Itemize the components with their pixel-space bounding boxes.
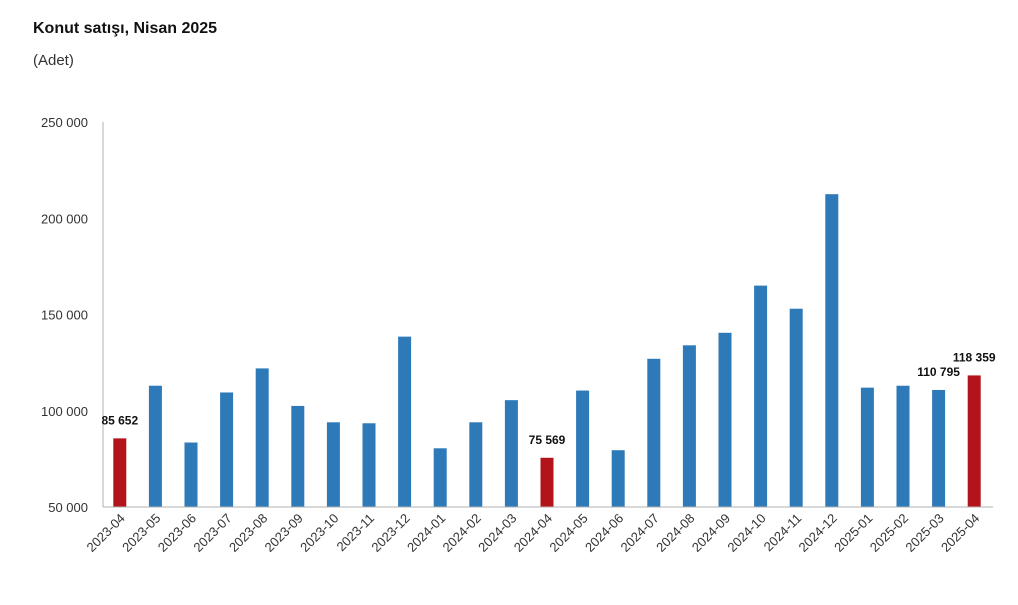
- x-axis: 2023-042023-052023-062023-072023-082023-…: [84, 506, 993, 555]
- x-tick-label: 2024-10: [724, 511, 768, 555]
- bar-2025-04: [967, 375, 981, 507]
- bar-2023-06: [184, 442, 198, 507]
- bar-2025-01: [860, 387, 874, 507]
- data-label-2024-04: 75 569: [529, 433, 566, 447]
- y-tick-label: 100 000: [41, 404, 88, 419]
- x-tick-label: 2025-02: [867, 511, 911, 555]
- bar-2024-12: [825, 194, 839, 507]
- bar-2024-07: [647, 358, 661, 507]
- bar-2024-04: [540, 457, 554, 507]
- x-tick-label: 2023-12: [368, 511, 412, 555]
- bar-2024-05: [576, 390, 590, 507]
- x-tick-label: 2024-02: [440, 511, 484, 555]
- x-tick-label: 2023-05: [119, 511, 163, 555]
- x-tick-label: 2023-06: [155, 511, 199, 555]
- y-tick-label: 200 000: [41, 211, 88, 226]
- bar-2023-08: [255, 368, 269, 507]
- y-tick-label: 250 000: [41, 115, 88, 130]
- bar-2024-08: [682, 345, 696, 507]
- bar-2023-10: [326, 422, 340, 507]
- bar-2024-09: [718, 332, 732, 507]
- y-axis: 50 000 100 000 150 000 200 000 250 000: [41, 115, 104, 515]
- x-tick-label: 2024-01: [404, 511, 448, 555]
- bar-2024-11: [789, 308, 803, 507]
- bar-2024-01: [433, 448, 447, 507]
- x-tick-label: 2024-12: [796, 511, 840, 555]
- data-label-2025-03: 110 795: [917, 365, 960, 379]
- chart-subtitle: (Adet): [33, 52, 74, 69]
- bar-2024-03: [504, 400, 518, 507]
- x-tick-label: 2024-05: [546, 511, 590, 555]
- x-tick-label: 2025-03: [902, 511, 946, 555]
- x-tick-label: 2023-10: [297, 511, 341, 555]
- bar-2025-02: [896, 385, 910, 507]
- x-tick-label: 2023-04: [84, 511, 128, 555]
- x-tick-label: 2023-09: [262, 511, 306, 555]
- data-label-2023-04: 85 652: [101, 413, 138, 427]
- y-tick-label: 50 000: [48, 500, 88, 515]
- bar-2024-02: [469, 422, 483, 507]
- x-tick-label: 2024-09: [689, 511, 733, 555]
- bar-2023-11: [362, 423, 376, 507]
- bar-2023-04: [113, 438, 127, 507]
- x-tick-label: 2025-01: [831, 511, 875, 555]
- data-label-2025-04: 118 359: [953, 350, 996, 364]
- x-tick-label: 2023-08: [226, 511, 270, 555]
- bar-2023-12: [398, 336, 412, 507]
- bar-2023-07: [220, 392, 234, 507]
- bar-2024-10: [754, 285, 768, 507]
- bar-2023-09: [291, 405, 305, 507]
- y-tick-label: 150 000: [41, 308, 88, 323]
- x-tick-label: 2023-07: [190, 511, 234, 555]
- bar-2024-06: [611, 450, 625, 507]
- bar-2023-05: [148, 385, 162, 507]
- bar-2025-03: [932, 389, 946, 507]
- x-tick-label: 2024-06: [582, 511, 626, 555]
- chart-title: Konut satışı, Nisan 2025: [33, 20, 218, 37]
- x-tick-label: 2024-03: [475, 511, 519, 555]
- x-tick-label: 2025-04: [938, 511, 982, 555]
- x-tick-label: 2024-07: [618, 511, 662, 555]
- x-tick-label: 2024-04: [511, 511, 555, 555]
- x-tick-label: 2024-08: [653, 511, 697, 555]
- bars: [113, 194, 981, 507]
